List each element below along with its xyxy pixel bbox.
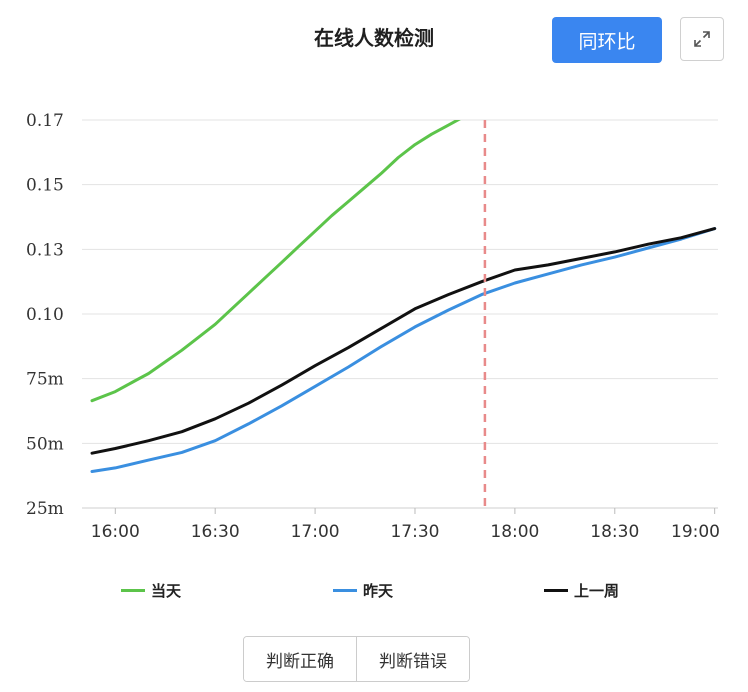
y-tick-label: 25m (26, 499, 64, 519)
x-tick-label: 18:00 (490, 522, 539, 542)
legend-item-yesterday[interactable]: 昨天 (333, 580, 393, 601)
x-tick-label: 17:30 (390, 522, 439, 542)
legend: 当天 昨天 上一周 (0, 580, 748, 604)
series-line-last-week (90, 227, 717, 455)
x-axis-ticks: 16:00 16:30 17:00 17:30 18:00 18:30 19:00 (91, 508, 720, 542)
expand-button[interactable] (680, 17, 724, 61)
legend-item-last-week[interactable]: 上一周 (544, 580, 619, 601)
y-tick-label: 0.17 (26, 111, 64, 131)
x-tick-label: 18:30 (590, 522, 639, 542)
page-title: 在线人数检测 (314, 26, 434, 50)
compare-button[interactable]: 同环比 (552, 17, 662, 63)
y-tick-label: 50m (26, 434, 64, 454)
x-tick-label: 16:30 (191, 522, 240, 542)
y-axis-ticks: 25m 50m 75m 0.10 0.13 0.15 0.17 (26, 111, 64, 519)
line-chart: 25m 50m 75m 0.10 0.13 0.15 0.17 16:00 16:30 17:0… (26, 111, 720, 542)
legend-swatch-yesterday (333, 589, 357, 592)
judge-correct-button[interactable]: 判断正确 (244, 637, 356, 681)
y-tick-label: 0.15 (26, 176, 64, 196)
expand-icon (694, 31, 710, 47)
y-tick-label: 75m (26, 370, 64, 390)
series-lines (90, 120, 717, 473)
x-tick-label: 17:00 (291, 522, 340, 542)
legend-swatch-today (121, 589, 145, 592)
legend-label-last-week: 上一周 (574, 582, 620, 600)
y-tick-label: 0.10 (26, 305, 64, 325)
legend-swatch-last-week (544, 589, 568, 592)
legend-item-today[interactable]: 当天 (121, 580, 181, 601)
x-tick-label: 16:00 (91, 522, 140, 542)
grid-lines (82, 119, 718, 509)
legend-label-today: 当天 (151, 582, 182, 600)
judge-wrong-button[interactable]: 判断错误 (356, 637, 469, 681)
x-tick-label: 19:00 (671, 522, 720, 542)
series-line-today (90, 120, 461, 403)
y-tick-label: 0.13 (26, 240, 64, 260)
legend-label-yesterday: 昨天 (363, 582, 394, 600)
feedback-button-group: 判断正确 判断错误 (243, 636, 470, 682)
series-line-yesterday (90, 227, 717, 473)
